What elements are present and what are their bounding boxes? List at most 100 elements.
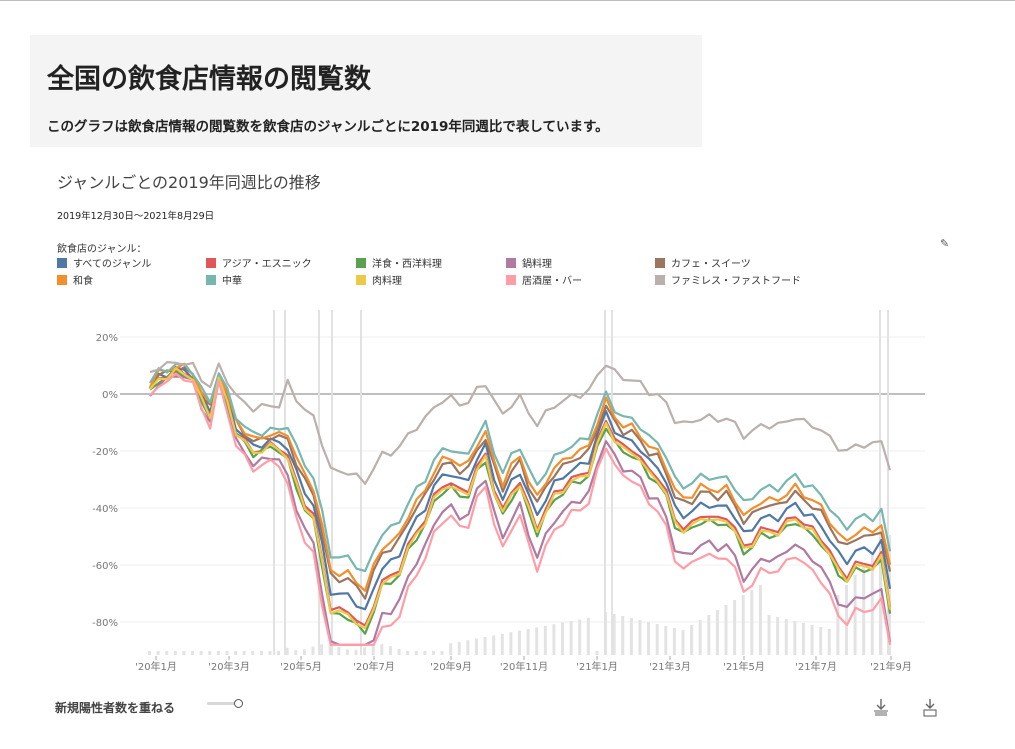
overlay-bar (406, 651, 410, 655)
overlay-bar (647, 622, 651, 655)
overlay-bar (449, 643, 453, 655)
y-tick-label: -80% (92, 618, 118, 629)
x-tick-label: '20年5月 (280, 660, 322, 673)
overlay-bar (311, 646, 315, 655)
x-tick-label: '21年9月 (870, 660, 912, 673)
series-line (149, 367, 892, 630)
overlay-bar (148, 651, 151, 655)
overlay-bar (758, 585, 762, 655)
series-line (149, 362, 892, 573)
overlay-bar (715, 610, 719, 655)
overlay-bar (199, 651, 203, 655)
x-tick-label: '21年7月 (795, 660, 837, 673)
overlay-bar (431, 651, 435, 655)
overlay-bar (414, 651, 418, 655)
overlay-bar (234, 651, 238, 655)
overlay-bar (750, 590, 754, 655)
overlay-bar (569, 621, 573, 655)
overlay-bar (371, 644, 375, 655)
legend-item[interactable]: アジア・エスニック (206, 256, 312, 270)
cases-overlay-toggle[interactable] (207, 699, 243, 709)
legend-label: 肉料理 (372, 276, 402, 287)
overlay-bar (337, 647, 341, 655)
legend-item[interactable]: 鍋料理 (506, 256, 552, 270)
overlay-bar (595, 651, 599, 655)
overlay-bar (354, 649, 358, 655)
legend-item[interactable]: 中華 (206, 273, 242, 287)
x-tick-label: '20年3月 (208, 660, 250, 673)
overlay-bar (888, 535, 891, 655)
overlay-bar (423, 651, 427, 655)
x-tick-label: '21年3月 (649, 660, 691, 673)
toggle-label: 新規陽性者数を重ねる (55, 701, 176, 715)
series-line (149, 366, 892, 611)
overlay-bar (466, 640, 470, 655)
y-tick-label: -40% (92, 504, 118, 515)
overlay-bar (690, 625, 694, 655)
overlay-bar (268, 651, 272, 655)
overlay-bar (535, 627, 539, 655)
download-icon[interactable] (872, 697, 890, 719)
legend-item[interactable]: 居酒屋・バー (506, 273, 582, 287)
legend-swatch (57, 257, 67, 268)
overlay-bar (302, 649, 306, 655)
overlay-bar (328, 644, 332, 655)
overlay-bar (810, 625, 814, 655)
legend-label: 居酒屋・バー (522, 276, 582, 287)
legend-item[interactable]: カフェ・スイーツ (655, 256, 751, 270)
legend-item[interactable]: ファミレス・ファストフード (655, 273, 801, 287)
overlay-bar (561, 622, 565, 655)
download-image-icon[interactable] (921, 697, 939, 719)
page-title: 全国の飲食店情報の閲覧数 (47, 64, 371, 95)
overlay-bar (629, 618, 633, 655)
legend-swatch (655, 274, 665, 285)
series-line (149, 370, 892, 635)
legend-swatch (506, 274, 516, 285)
overlay-bar (681, 630, 685, 655)
legend-item[interactable]: 肉料理 (356, 273, 402, 287)
overlay-bar (655, 624, 659, 655)
legend-swatch (206, 257, 216, 268)
overlay-bar (242, 651, 246, 655)
overlay-bar (767, 615, 771, 655)
overlay-bar (345, 649, 349, 655)
overlay-bar (165, 651, 169, 655)
legend-label: 中華 (222, 276, 242, 287)
series-line (149, 361, 892, 485)
legend-swatch (356, 274, 366, 285)
overlay-bar (216, 651, 220, 655)
overlay-bar (870, 555, 874, 655)
overlay-bar (173, 651, 177, 655)
overlay-bar (698, 620, 702, 655)
overlay-bar (285, 647, 289, 655)
overlay-bar (578, 619, 582, 655)
overlay-bar (819, 627, 823, 655)
series-line (149, 372, 892, 646)
overlay-bar (363, 647, 367, 655)
x-tick-label: '20年9月 (430, 660, 472, 673)
pen-icon[interactable]: ✎ (940, 237, 950, 250)
legend-swatch (356, 257, 366, 268)
legend-label: すべてのジャンル (73, 259, 152, 270)
overlay-bar (526, 629, 530, 655)
overlay-bar (156, 651, 160, 655)
overlay-bar (388, 646, 392, 655)
legend-swatch (655, 257, 665, 268)
overlay-bar (518, 630, 521, 655)
legend-item[interactable]: すべてのジャンル (57, 256, 152, 270)
overlay-bar (474, 638, 478, 655)
overlay-bar (500, 633, 504, 655)
overlay-bar (862, 565, 866, 655)
legend-item[interactable]: 洋食・西洋料理 (356, 256, 442, 270)
overlay-bar (793, 621, 797, 655)
x-tick-label: '21年5月 (723, 660, 765, 673)
legend-item[interactable]: 和食 (57, 273, 93, 287)
overlay-bar (638, 620, 642, 655)
y-tick-label: -20% (92, 447, 118, 458)
series-line (149, 375, 892, 646)
overlay-bar (612, 614, 616, 655)
legend-swatch (206, 274, 216, 285)
overlay-bar (492, 635, 496, 655)
overlay-bar (776, 617, 780, 655)
